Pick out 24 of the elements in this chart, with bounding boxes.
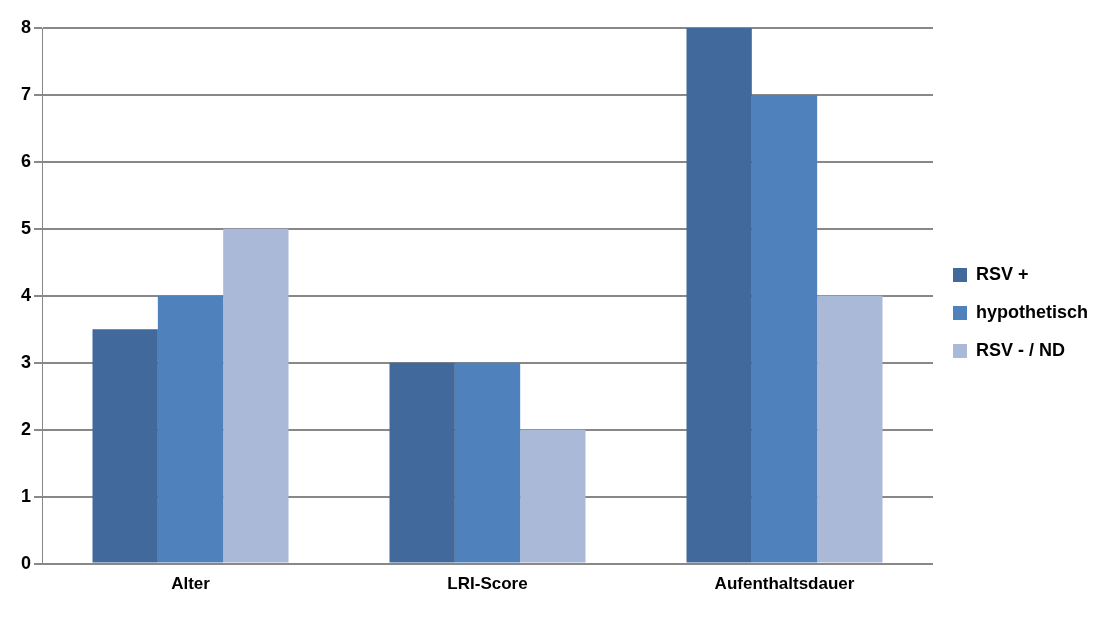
y-tick-label: 7: [21, 83, 32, 104]
y-tick-label: 3: [21, 351, 32, 372]
legend-label: hypothetisch: [975, 301, 1089, 322]
y-tick-label: 1: [21, 485, 32, 506]
bar: [817, 295, 883, 563]
y-tick-label: 8: [21, 16, 32, 37]
legend-label: RSV +: [975, 263, 1029, 284]
y-tick-label: 5: [21, 217, 32, 238]
y-tick-label: 0: [21, 552, 32, 573]
bar: [520, 429, 586, 563]
y-tick-label: 4: [21, 284, 32, 305]
x-tick-label: LRI-Score: [447, 574, 528, 594]
bar: [223, 228, 289, 563]
bar: [92, 329, 158, 563]
bar: [389, 362, 455, 563]
y-tick-label: 6: [21, 150, 32, 171]
x-tick-label: Alter: [171, 574, 211, 594]
bar: [157, 295, 224, 563]
x-tick-label: Aufenthaltsdauer: [714, 574, 855, 594]
y-tick-label: 2: [21, 418, 32, 439]
bar: [751, 94, 818, 563]
bar: [454, 362, 521, 563]
bar: [686, 28, 752, 563]
legend-label: RSV - / ND: [975, 339, 1066, 360]
